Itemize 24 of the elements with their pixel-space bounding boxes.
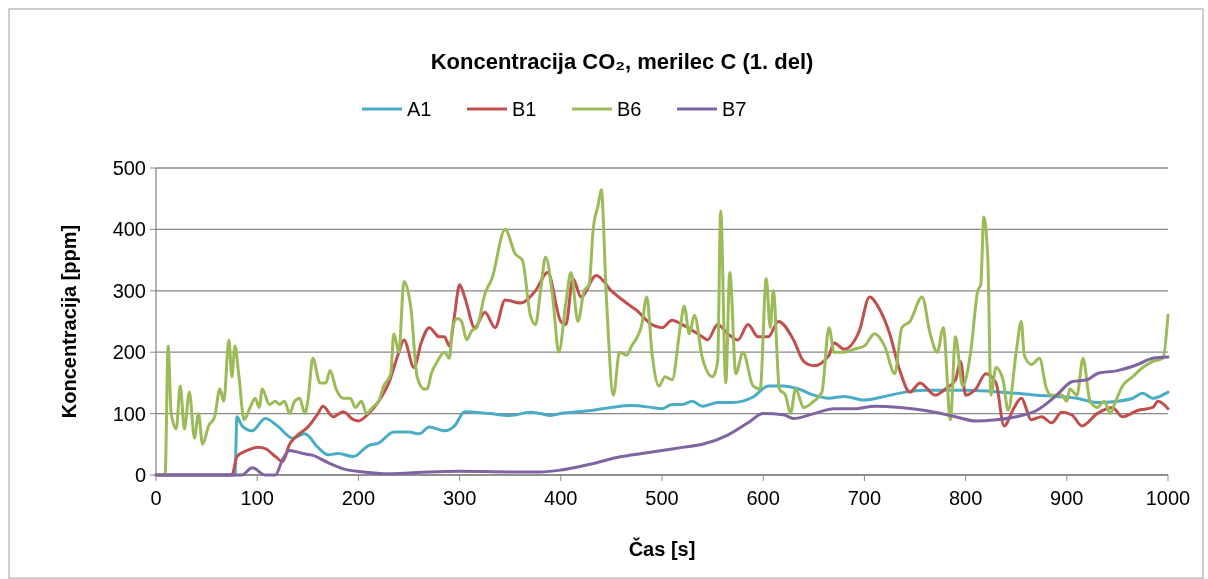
y-axis-title: Koncentracija [ppm] xyxy=(58,224,80,419)
y-tick-label: 500 xyxy=(112,157,146,179)
x-tick-label: 600 xyxy=(746,487,780,509)
y-tick-label: 100 xyxy=(112,402,146,425)
x-tick-label: 500 xyxy=(645,487,679,509)
x-tick-label: 900 xyxy=(1050,487,1084,509)
x-tick-label: 300 xyxy=(442,487,477,509)
legend-label: B7 xyxy=(722,98,747,120)
y-tick-label: 0 xyxy=(134,464,146,486)
x-tick-label: 100 xyxy=(240,487,274,509)
x-tick-label: 0 xyxy=(150,487,162,509)
y-tick-label: 400 xyxy=(112,218,146,241)
x-tick-label: 800 xyxy=(948,487,983,509)
chart-title: Koncentracija CO₂, merilec C (1. del) xyxy=(430,49,814,74)
y-tick-label: 300 xyxy=(112,279,146,302)
legend-label: B1 xyxy=(512,98,537,120)
x-tick-label: 400 xyxy=(544,487,578,509)
legend-label: A1 xyxy=(407,98,432,120)
x-tick-label: 1000 xyxy=(1145,487,1191,509)
y-tick-label: 200 xyxy=(112,341,146,364)
x-tick-label: 700 xyxy=(847,487,882,509)
x-tick-label: 200 xyxy=(341,487,376,509)
legend-label: B6 xyxy=(617,98,642,120)
x-axis-title: Čas [s] xyxy=(628,537,696,560)
